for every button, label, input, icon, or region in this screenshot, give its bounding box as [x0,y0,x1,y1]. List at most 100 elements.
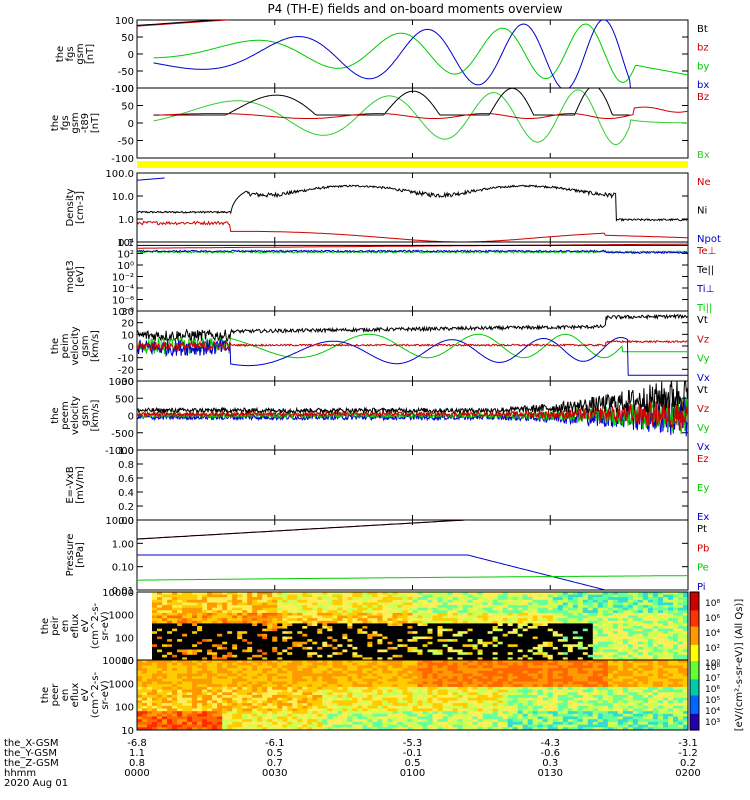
heat-cell [167,652,173,656]
heat-cell [292,618,298,622]
heat-cell [432,618,439,622]
heat-cell [337,646,343,651]
heat-cell [352,654,358,658]
heat-cell [187,654,193,658]
heat-cell [377,657,383,660]
heat-cell [217,716,223,720]
heat-cell [182,721,188,726]
heat-cell [577,610,584,614]
heat-cell [352,681,358,685]
heat-cell [337,618,343,622]
heat-cell [552,623,559,627]
heat-cell [397,628,404,632]
heat-cell [452,716,459,720]
heat-cell [657,592,664,596]
heat-cell [307,633,313,637]
heat-cell [452,612,459,617]
heat-cell [147,727,153,730]
heat-cell [332,605,338,609]
heat-cell [297,626,303,630]
heat-cell [367,676,373,680]
heat-cell [167,676,173,680]
heat-cell [282,662,288,666]
heat-cell [187,713,193,718]
heat-cell [492,612,499,617]
y-tick-label: 10⁴ [117,238,134,249]
y-tick-label: 1.0 [118,215,134,226]
heat-cell [607,607,614,611]
heat-cell [257,719,263,723]
heat-cell [292,646,298,651]
heat-cell [157,716,163,720]
heat-cell [357,681,363,685]
heat-cell [312,602,318,606]
heat-cell [137,594,143,598]
heat-cell [617,639,624,643]
heat-cell [542,644,549,648]
heat-cell [647,605,654,609]
heat-cell [532,605,539,609]
heat-cell [157,721,163,726]
heat-cell [587,639,594,643]
heat-cell [207,721,213,726]
heat-cell [237,657,243,660]
heat-cell [202,662,208,666]
heat-cell [312,628,318,632]
heat-cell [327,700,333,704]
heat-cell [307,678,313,683]
heat-cell [167,711,173,715]
heat-cell [412,649,419,653]
heat-cell [322,618,328,622]
heat-cell [652,610,659,614]
y-tick-label: -30 [118,377,134,388]
heat-cell [167,599,173,603]
heat-cell [562,633,569,637]
heat-cell [242,703,248,707]
heat-cell [517,654,524,658]
heat-cell [212,684,218,688]
heat-cell [447,597,454,601]
heat-cell [322,602,328,606]
heat-cell [497,646,504,651]
heat-cell [182,599,188,603]
heat-cell [497,597,504,601]
heat-cell [527,599,534,603]
heat-cell [282,623,288,627]
heat-cell [172,703,178,707]
heat-cell [142,721,148,726]
heat-cell [297,727,303,730]
heat-cell [287,670,293,675]
heat-cell [252,689,258,693]
heat-cell [562,610,569,614]
heat-cell [668,610,674,614]
heat-cell [192,631,198,635]
heat-cell [377,716,383,720]
heat-cell [222,644,228,648]
heat-cell [322,711,328,715]
heat-cell [617,644,624,648]
heat-cell [392,721,399,726]
heat-cell [462,592,469,596]
heat-cell [247,649,253,653]
heat-cell [367,681,373,685]
heat-cell [577,646,584,651]
heat-cell [372,703,378,707]
heat-cell [247,686,253,691]
heat-cell [432,684,439,688]
heat-cell [327,599,333,603]
heat-cell [347,618,353,622]
heat-cell [452,626,459,630]
heat-cell [668,594,674,598]
heat-cell [372,719,378,723]
heat-cell [387,700,394,704]
heat-cell [257,652,263,656]
heat-cell [327,646,333,651]
heat-cell [252,724,258,728]
heat-cell [447,668,454,672]
heat-cell [327,615,333,619]
heat-cell [647,592,654,596]
heat-cell [582,605,589,609]
heat-cell [342,686,348,691]
heat-cell [357,668,363,672]
heat-cell [247,594,253,598]
